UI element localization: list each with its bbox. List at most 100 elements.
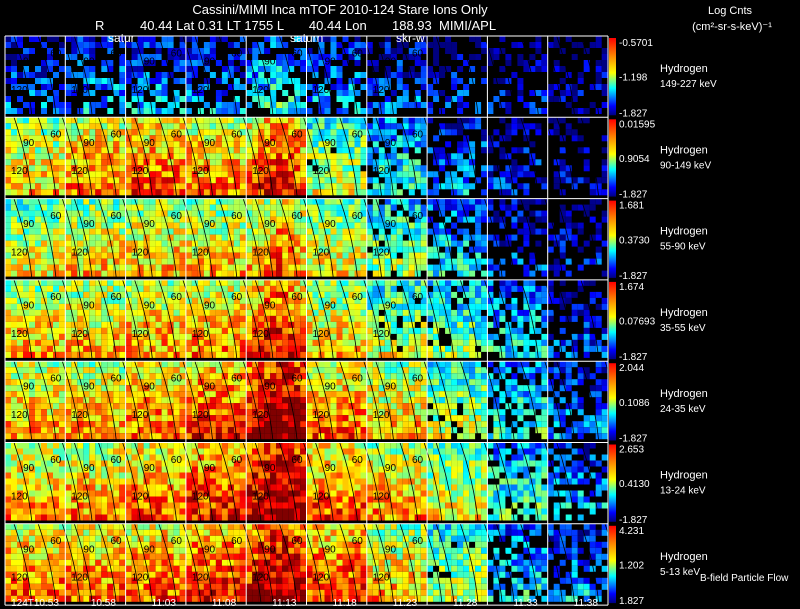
heatmap-cell — [384, 270, 391, 277]
heatmap-cell — [233, 141, 240, 148]
heatmap-cell — [95, 246, 102, 253]
heatmap-cell — [246, 240, 253, 247]
heatmap-cell — [312, 96, 319, 102]
heatmap-cell — [396, 291, 403, 298]
heatmap-cell — [583, 258, 590, 265]
heatmap-cell — [420, 36, 427, 42]
heatmap-cell — [457, 309, 464, 316]
heatmap-cell — [517, 96, 524, 102]
heatmap-cell — [378, 228, 385, 235]
heatmap-cell — [408, 351, 415, 358]
heatmap-cell — [71, 397, 78, 404]
heatmap-cell — [143, 333, 150, 340]
heatmap-cell — [336, 210, 343, 217]
heatmap-cell — [17, 135, 23, 142]
heatmap-cell — [348, 309, 355, 316]
heatmap-panel — [547, 36, 608, 114]
heatmap-cell — [107, 264, 114, 271]
heatmap-cell — [53, 153, 59, 160]
heatmap-cell — [113, 135, 120, 142]
heatmap-cell — [23, 373, 29, 380]
heatmap-cell — [300, 361, 307, 368]
heatmap-cell — [161, 210, 168, 217]
heatmap-cell — [95, 351, 102, 358]
heatmap-cell — [59, 303, 65, 310]
heatmap-cell — [366, 108, 373, 114]
heatmap-cell — [11, 345, 17, 352]
heatmap-cell — [282, 189, 289, 196]
heatmap-cell — [197, 135, 204, 142]
heatmap-cell — [173, 90, 180, 96]
heatmap-cell — [523, 171, 530, 178]
heatmap-cell — [396, 403, 403, 410]
heatmap-cell — [396, 141, 403, 148]
heatmap-cell — [17, 297, 23, 304]
heatmap-cell — [463, 315, 470, 322]
heatmap-cell — [270, 66, 277, 72]
heatmap-cell — [173, 141, 180, 148]
heatmap-cell — [252, 270, 259, 277]
heatmap-cell — [35, 264, 41, 271]
heatmap-cell — [23, 228, 29, 235]
heatmap-cell — [77, 415, 84, 422]
heatmap-cell — [221, 321, 228, 328]
heatmap-cell — [499, 153, 506, 160]
heatmap-cell — [23, 321, 29, 328]
heatmap-cell — [384, 279, 391, 286]
heatmap-cell — [125, 415, 132, 422]
heatmap-cell — [203, 234, 210, 241]
heatmap-cell — [23, 433, 29, 440]
heatmap-cell — [553, 258, 560, 265]
heatmap-cell — [330, 309, 337, 316]
heatmap-cell — [565, 216, 572, 223]
heatmap-cell — [433, 252, 440, 259]
heatmap-cell — [469, 204, 476, 211]
heatmap-cell — [258, 351, 265, 358]
heatmap-cell — [445, 315, 452, 322]
heatmap-cell — [59, 264, 65, 271]
heatmap-cell — [191, 345, 198, 352]
heatmap-cell — [77, 345, 84, 352]
heatmap-cell — [173, 240, 180, 247]
heatmap-cell — [23, 240, 29, 247]
heatmap-cell — [227, 421, 234, 428]
heatmap-cell — [384, 367, 391, 374]
heatmap-cell — [366, 303, 373, 310]
heatmap-cell — [408, 303, 415, 310]
heatmap-cell — [481, 135, 488, 142]
heatmap-cell — [215, 373, 222, 380]
heatmap-cell — [342, 48, 349, 54]
heatmap-cell — [252, 141, 259, 148]
heatmap-cell — [29, 141, 35, 148]
heatmap-cell — [5, 177, 11, 184]
heatmap-cell — [342, 210, 349, 217]
heatmap-cell — [318, 141, 325, 148]
heatmap-cell — [179, 234, 186, 241]
heatmap-cell — [264, 351, 271, 358]
heatmap-cell — [203, 433, 210, 440]
heatmap-cell — [167, 129, 174, 136]
heatmap-cell — [131, 285, 138, 292]
heatmap-cell — [451, 159, 458, 166]
heatmap-cell — [252, 285, 259, 292]
heatmap-cell — [59, 198, 65, 205]
heatmap-cell — [221, 171, 228, 178]
heatmap-cell — [155, 54, 162, 60]
heatmap-cell — [408, 367, 415, 374]
heatmap-cell — [288, 177, 295, 184]
heatmap-cell — [457, 228, 464, 235]
heatmap-cell — [35, 433, 41, 440]
heatmap-cell — [372, 60, 379, 66]
heatmap-cell — [227, 129, 234, 136]
heatmap-cell — [384, 391, 391, 398]
heatmap-cell — [5, 385, 11, 392]
heatmap-cell — [348, 409, 355, 416]
heatmap-cell — [233, 345, 240, 352]
heatmap-cell — [595, 177, 602, 184]
heatmap-cell — [119, 189, 126, 196]
heatmap-cell — [354, 177, 361, 184]
heatmap-cell — [529, 303, 536, 310]
heatmap-cell — [330, 36, 337, 42]
heatmap-cell — [107, 117, 114, 124]
heatmap-cell — [342, 351, 349, 358]
